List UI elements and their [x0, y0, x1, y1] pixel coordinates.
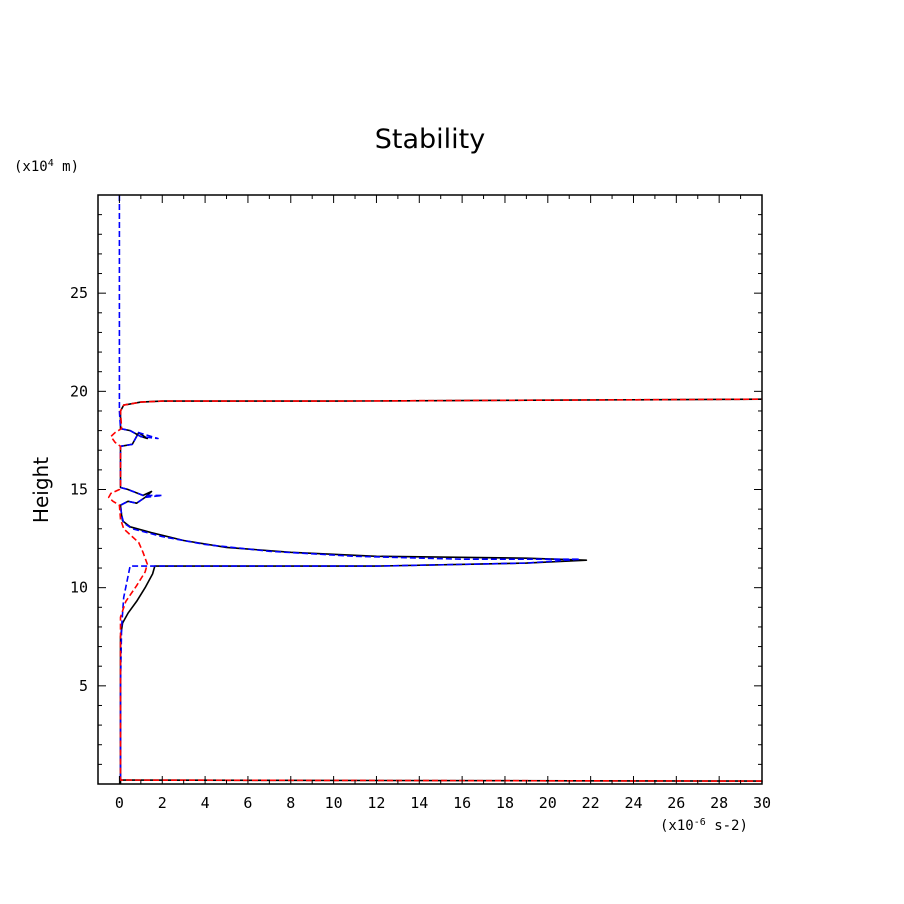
- chart-title: Stability: [375, 124, 486, 155]
- series-layer: [107, 195, 763, 784]
- x-tick-label: 8: [286, 794, 295, 812]
- x-tick-label: 18: [496, 794, 514, 812]
- x-tick-label: 12: [367, 794, 385, 812]
- x-tick-label: 16: [453, 794, 471, 812]
- x-tick-label: 4: [201, 794, 210, 812]
- y-tick-label: 25: [70, 284, 88, 302]
- y-tick-label: 10: [70, 579, 88, 597]
- series-line-3: [107, 398, 763, 782]
- x-tick-label: 14: [410, 794, 428, 812]
- x-tick-label: 2: [158, 794, 167, 812]
- x-tick-label: 10: [325, 794, 343, 812]
- y-tick-label: 15: [70, 481, 88, 499]
- y-tick-label: 5: [79, 677, 88, 695]
- y-axis-title: Height: [29, 457, 53, 523]
- x-tick-label: 26: [667, 794, 685, 812]
- series-line-2: [118, 195, 581, 781]
- x-tick-label: 6: [243, 794, 252, 812]
- x-tick-label: 20: [539, 794, 557, 812]
- y-tick-label: 20: [70, 382, 88, 400]
- x-unit-label: (x10-6 s-2): [660, 817, 748, 835]
- y-unit-label: (x104 m): [14, 158, 79, 176]
- plot-frame: [97, 194, 763, 785]
- x-tick-label: 28: [710, 794, 728, 812]
- x-tick-label: 30: [753, 794, 771, 812]
- x-tick-label: 22: [582, 794, 600, 812]
- x-tick-label: 0: [115, 794, 124, 812]
- x-tick-label: 24: [624, 794, 642, 812]
